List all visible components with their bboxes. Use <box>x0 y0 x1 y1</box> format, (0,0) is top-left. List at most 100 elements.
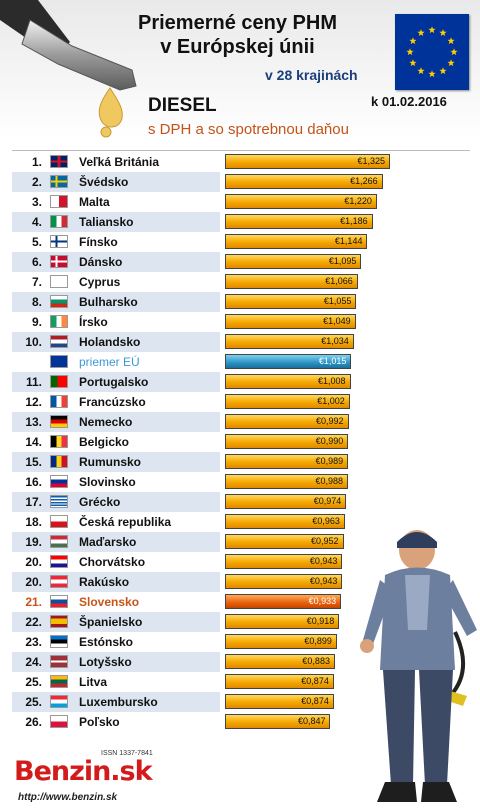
price-value-label: €1,002 <box>317 396 345 406</box>
gas-station-worker-illustration <box>360 530 477 802</box>
site-url[interactable]: http://www.benzin.sk <box>18 792 118 803</box>
at-flag-icon <box>50 575 68 588</box>
footer: ISSN 1337-7841 Benzin.sk http://www.benz… <box>0 748 480 810</box>
table-row: 14. Belgicko €0,990 <box>12 432 470 452</box>
table-row: 20. Chorvátsko €0,943 <box>12 552 470 572</box>
price-value-label: €1,095 <box>328 256 357 266</box>
country-name: Švédsko <box>79 175 129 189</box>
country-name: Litva <box>79 675 108 689</box>
country-name: Holandsko <box>79 335 141 349</box>
table-row: 25. Luxembursko €0,874 <box>12 692 470 712</box>
gb-flag-icon <box>50 155 68 168</box>
rank-label: 26. <box>25 715 42 729</box>
eu-star <box>450 48 458 56</box>
price-bar: €0,874 <box>225 674 334 689</box>
table-row: 23. Estónsko €0,899 <box>12 632 470 652</box>
rank-label: 20. <box>25 575 42 589</box>
gr-flag-icon <box>50 495 68 508</box>
eu-star <box>417 67 425 75</box>
price-value-label: €0,933 <box>308 596 337 606</box>
table-row: 19. Maďarsko €0,952 <box>12 532 470 552</box>
price-bar: €1,008 <box>225 374 351 389</box>
price-bar: €1,325 <box>225 154 390 169</box>
price-value-label: €0,918 <box>306 616 335 626</box>
price-value-label: €1,144 <box>334 236 363 246</box>
price-bar: €1,002 <box>225 394 350 409</box>
table-row: 8. Bulharsko €1,055 <box>12 292 470 312</box>
mt-flag-icon <box>50 195 68 208</box>
price-bar: €1,186 <box>225 214 373 229</box>
price-bar: €1,049 <box>225 314 356 329</box>
table-row: 4. Taliansko €1,186 <box>12 212 470 232</box>
price-bar: €1,055 <box>225 294 357 309</box>
eu-star <box>428 26 436 34</box>
rank-label: 25. <box>25 695 42 709</box>
country-name: Malta <box>79 195 110 209</box>
rank-label: 17. <box>25 495 42 509</box>
price-bar: €0,943 <box>225 574 343 589</box>
country-name: priemer EÚ <box>79 355 140 369</box>
price-bar: €0,974 <box>225 494 347 509</box>
rank-label: 16. <box>25 475 42 489</box>
de-flag-icon <box>50 415 68 428</box>
eu-star <box>447 37 455 45</box>
price-value-label: €0,943 <box>309 576 338 586</box>
country-name: Dánsko <box>79 255 123 269</box>
fi-flag-icon <box>50 235 68 248</box>
hr-flag-icon <box>50 555 68 568</box>
price-value-label: €0,989 <box>315 456 344 466</box>
table-row: 26. Poľsko €0,847 <box>12 712 470 732</box>
price-bar: €0,963 <box>225 514 345 529</box>
price-value-label: €0,943 <box>309 556 338 566</box>
country-name: Cyprus <box>79 275 121 289</box>
country-name: Slovensko <box>79 595 140 609</box>
price-bar: €0,992 <box>225 414 349 429</box>
eu-star <box>409 59 417 67</box>
price-bar: €0,899 <box>225 634 337 649</box>
price-bar: €1,066 <box>225 274 358 289</box>
country-name: Rakúsko <box>79 575 130 589</box>
countries-note: v 28 krajinách <box>265 67 358 83</box>
eu-star <box>439 67 447 75</box>
country-name: Španielsko <box>79 615 143 629</box>
price-bar: €0,918 <box>225 614 340 629</box>
country-name: Taliansko <box>79 215 134 229</box>
country-name: Estónsko <box>79 635 134 649</box>
country-name: Francúzsko <box>79 395 146 409</box>
eu-flag-icon <box>50 355 68 368</box>
title-line1: Priemerné ceny PHM <box>138 12 337 34</box>
country-name: Portugalsko <box>79 375 149 389</box>
price-value-label: €1,055 <box>323 296 352 306</box>
price-bar: €0,988 <box>225 474 349 489</box>
price-value-label: €1,186 <box>340 216 368 226</box>
price-value-label: €0,974 <box>313 496 342 506</box>
hu-flag-icon <box>50 535 68 548</box>
it-flag-icon <box>50 215 68 228</box>
table-row: 10. Holandsko €1,034 <box>12 332 470 352</box>
eu-star <box>447 59 455 67</box>
rank-label: 15. <box>25 455 42 469</box>
sk-flag-icon <box>50 595 68 608</box>
price-value-label: €0,992 <box>316 416 344 426</box>
country-name: Poľsko <box>79 715 120 729</box>
table-row: 5. Fínsko €1,144 <box>12 232 470 252</box>
table-row: 13. Nemecko €0,992 <box>12 412 470 432</box>
price-bar: €0,952 <box>225 534 344 549</box>
cz-flag-icon <box>50 515 68 528</box>
price-bar: €1,015 <box>225 354 352 369</box>
ie-flag-icon <box>50 315 68 328</box>
title-line2: v Európskej únii <box>160 36 315 58</box>
country-name: Veľká Británia <box>79 155 159 169</box>
price-value-label: €0,899 <box>304 636 332 646</box>
rank-label: 19. <box>25 535 42 549</box>
benzin-logo: Benzin.sk <box>14 756 153 787</box>
eu-star <box>406 48 414 56</box>
price-value-label: €1,325 <box>357 156 385 166</box>
eu-star <box>409 37 417 45</box>
price-bar: €0,943 <box>225 554 343 569</box>
table-row: 21. Slovensko €0,933 <box>12 592 470 612</box>
price-value-label: €1,034 <box>321 336 349 346</box>
country-name: Fínsko <box>79 235 118 249</box>
price-value-label: €0,990 <box>315 436 344 446</box>
rank-label: 18. <box>25 515 42 529</box>
